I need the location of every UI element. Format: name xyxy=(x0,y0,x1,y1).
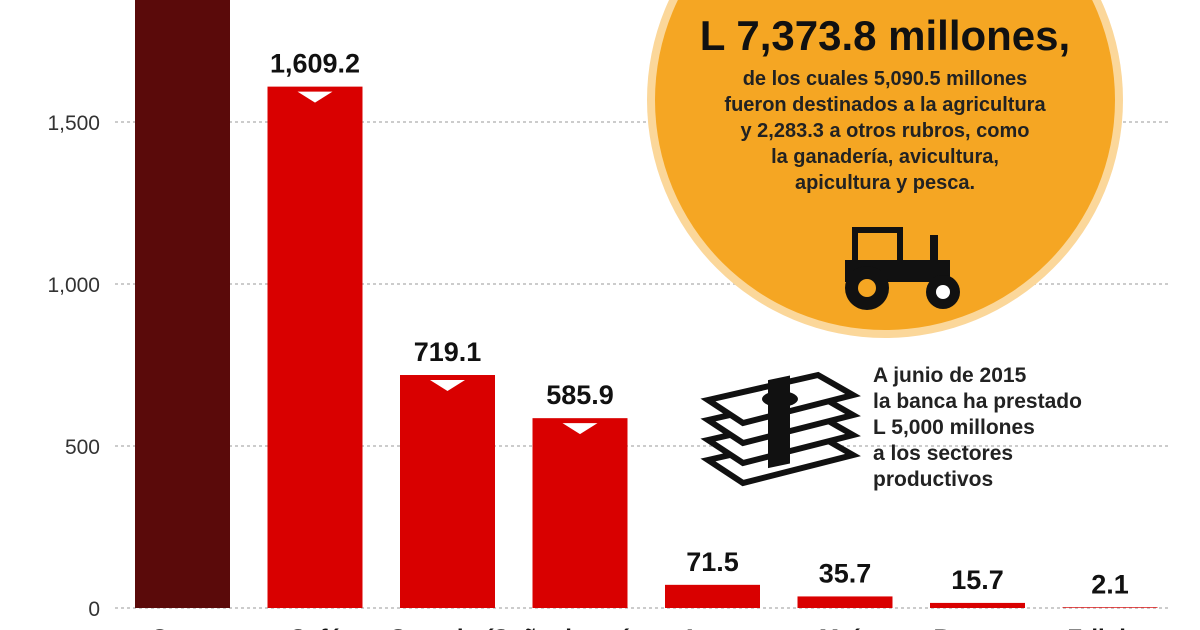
category-label: Frijoles xyxy=(1067,625,1152,630)
callout-line: fueron destinados a la agricultura xyxy=(724,94,1046,116)
note-line: A junio de 2015 xyxy=(873,364,1027,387)
value-label: 71.5 xyxy=(686,547,739,577)
note-line: L 5,000 millones xyxy=(873,416,1035,439)
value-label: 15.7 xyxy=(951,565,1004,595)
callout-line: apicultura y pesca. xyxy=(794,172,976,194)
bar-notch xyxy=(297,91,333,103)
y-tick-label: 0 xyxy=(88,598,100,621)
category-label: Café xyxy=(289,625,341,630)
bar-notch xyxy=(562,423,598,435)
callout-line: la ganadería, avicultura, xyxy=(771,146,999,168)
y-tick-label: 1,500 xyxy=(47,112,100,135)
money-stack-icon xyxy=(700,371,861,487)
bar-6 xyxy=(930,602,1025,608)
bar-4 xyxy=(665,584,760,608)
loan-note: A junio de 2015 la banca ha prestado L 5… xyxy=(873,363,1082,493)
callout-line: de los cuales 5,090.5 millones xyxy=(742,68,1028,90)
bar-notch xyxy=(430,380,465,392)
category-label: Caña de azúcar xyxy=(492,625,668,630)
value-label: 585.9 xyxy=(546,380,614,410)
bar-7 xyxy=(1062,607,1158,608)
y-tick-label: 1,000 xyxy=(47,274,100,297)
bar-0 xyxy=(135,0,230,608)
category-label: Arroz xyxy=(681,625,744,630)
callout-line: y 2,283.3 a otros rubros, como xyxy=(740,120,1030,142)
bar-3 xyxy=(532,418,628,608)
category-label: Ganadería xyxy=(389,625,507,630)
value-label: 35.7 xyxy=(819,558,872,588)
bar-1 xyxy=(267,86,363,608)
note-line: la banca ha prestado xyxy=(873,390,1082,413)
value-label: 1,609.2 xyxy=(270,49,360,79)
bar-5 xyxy=(797,596,893,608)
note-line: a los sectores xyxy=(873,442,1014,465)
callout-amount: L 7,373.8 millones, xyxy=(699,12,1071,59)
value-label: 2.1 xyxy=(1091,569,1129,599)
category-label: Otros xyxy=(150,625,214,630)
y-tick-label: 500 xyxy=(65,436,100,459)
value-label: 719.1 xyxy=(414,337,482,367)
category-label: Banano xyxy=(933,625,1021,630)
bar-2 xyxy=(400,375,495,608)
category-label: Maíz xyxy=(819,625,871,630)
note-line: productivos xyxy=(873,468,994,491)
callout-text: de los cuales 5,090.5 millones fueron de… xyxy=(680,66,1090,196)
tractor-icon xyxy=(845,227,960,310)
